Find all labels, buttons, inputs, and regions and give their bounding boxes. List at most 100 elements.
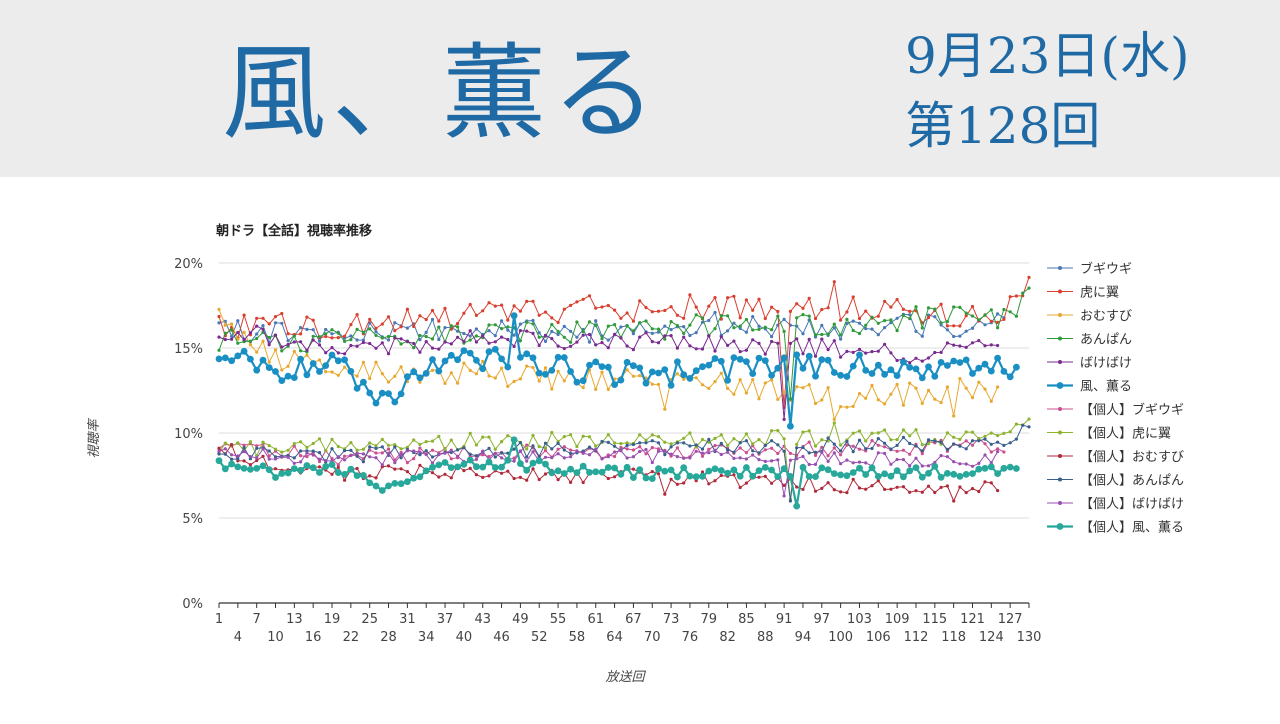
data-point	[663, 337, 667, 341]
data-point	[525, 320, 529, 324]
data-point	[851, 404, 855, 408]
data-point	[763, 325, 767, 329]
data-point	[493, 334, 497, 338]
data-point	[719, 371, 723, 375]
data-point	[970, 304, 975, 309]
data-point	[757, 438, 761, 442]
data-point	[573, 469, 581, 476]
data-point	[456, 381, 460, 385]
data-point	[456, 335, 460, 339]
data-point	[525, 455, 529, 459]
data-point	[317, 451, 322, 455]
data-point	[983, 453, 987, 457]
data-point	[550, 316, 554, 320]
data-point	[418, 333, 422, 338]
data-point	[1008, 430, 1012, 434]
x-tick-label: 70	[644, 630, 661, 645]
series-group	[217, 310, 1006, 345]
data-point	[970, 314, 975, 318]
data-point	[989, 450, 993, 454]
data-point	[255, 456, 259, 460]
data-point	[259, 462, 267, 470]
data-point	[613, 454, 617, 459]
data-point	[543, 333, 548, 337]
data-point	[587, 445, 592, 449]
data-point	[962, 471, 970, 478]
legend-marker	[1058, 477, 1062, 482]
series-group	[217, 437, 1006, 467]
data-point	[273, 333, 278, 337]
data-point	[650, 433, 654, 437]
data-point	[744, 439, 749, 443]
data-point	[280, 455, 284, 459]
data-point	[675, 372, 680, 376]
data-point	[895, 329, 899, 333]
data-point	[424, 330, 428, 334]
data-point	[908, 317, 912, 321]
data-point	[925, 363, 932, 371]
data-point	[864, 461, 868, 465]
data-point	[299, 454, 303, 458]
data-point	[334, 357, 342, 365]
data-point	[705, 361, 713, 369]
data-point	[393, 445, 397, 449]
data-point	[807, 440, 811, 444]
data-point	[575, 449, 579, 453]
data-point	[361, 330, 365, 334]
data-point	[900, 358, 907, 366]
data-point	[744, 457, 749, 461]
data-point	[531, 467, 535, 471]
data-point	[707, 304, 711, 308]
data-point	[969, 470, 976, 477]
data-point	[945, 431, 950, 435]
data-point	[876, 431, 880, 435]
data-point	[975, 364, 983, 372]
data-point	[600, 370, 604, 374]
data-point	[950, 357, 958, 365]
data-point	[391, 480, 399, 487]
data-point	[405, 326, 409, 330]
data-point	[832, 446, 836, 450]
x-tick-label: 112	[904, 630, 929, 645]
data-point	[604, 464, 612, 471]
data-point	[952, 324, 956, 328]
data-point	[613, 450, 617, 454]
data-point	[638, 441, 642, 445]
data-point	[945, 455, 950, 459]
data-point	[462, 469, 466, 473]
data-point	[462, 339, 466, 343]
data-point	[638, 335, 642, 339]
data-point	[857, 438, 862, 442]
data-point	[391, 398, 399, 406]
data-point	[667, 381, 675, 389]
data-point	[638, 374, 642, 378]
data-point	[893, 467, 901, 474]
data-point	[280, 311, 284, 316]
data-point	[456, 448, 460, 452]
data-point	[424, 334, 428, 339]
data-point	[656, 441, 661, 445]
data-point	[265, 466, 273, 474]
data-point	[330, 447, 334, 451]
data-point	[868, 464, 876, 472]
data-point	[656, 309, 661, 313]
data-point	[468, 431, 472, 435]
data-point	[807, 383, 811, 387]
data-point	[996, 343, 1000, 348]
x-tick-label: 100	[828, 630, 853, 645]
data-point	[864, 487, 868, 491]
data-point	[650, 382, 654, 386]
data-point	[920, 359, 924, 363]
data-point	[732, 294, 736, 298]
data-point	[1014, 422, 1019, 426]
data-point	[832, 326, 836, 330]
data-point	[230, 334, 234, 338]
data-point	[606, 387, 610, 391]
data-point	[380, 463, 384, 467]
data-point	[305, 353, 309, 357]
episode-number: 第128回	[905, 97, 1101, 155]
data-point	[655, 465, 662, 473]
data-point	[355, 374, 359, 378]
data-point	[631, 455, 636, 459]
data-point	[500, 303, 504, 307]
